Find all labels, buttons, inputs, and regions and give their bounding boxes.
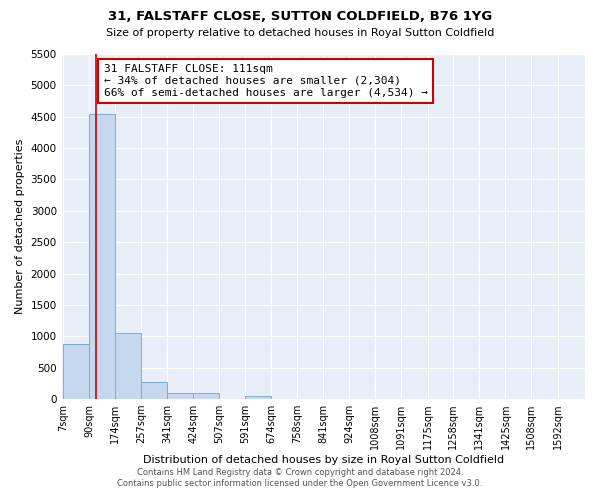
- Bar: [63, 344, 89, 399]
- Bar: [115, 332, 141, 399]
- Bar: [167, 394, 193, 399]
- Bar: [141, 382, 167, 399]
- Text: Size of property relative to detached houses in Royal Sutton Coldfield: Size of property relative to detached ho…: [106, 28, 494, 38]
- Y-axis label: Number of detached properties: Number of detached properties: [15, 139, 25, 314]
- Bar: [245, 396, 271, 399]
- Bar: [89, 114, 115, 399]
- Text: 31 FALSTAFF CLOSE: 111sqm
← 34% of detached houses are smaller (2,304)
66% of se: 31 FALSTAFF CLOSE: 111sqm ← 34% of detac…: [104, 64, 428, 98]
- X-axis label: Distribution of detached houses by size in Royal Sutton Coldfield: Distribution of detached houses by size …: [143, 455, 504, 465]
- Text: 31, FALSTAFF CLOSE, SUTTON COLDFIELD, B76 1YG: 31, FALSTAFF CLOSE, SUTTON COLDFIELD, B7…: [108, 10, 492, 23]
- Bar: [193, 394, 219, 399]
- Text: Contains HM Land Registry data © Crown copyright and database right 2024.
Contai: Contains HM Land Registry data © Crown c…: [118, 468, 482, 487]
